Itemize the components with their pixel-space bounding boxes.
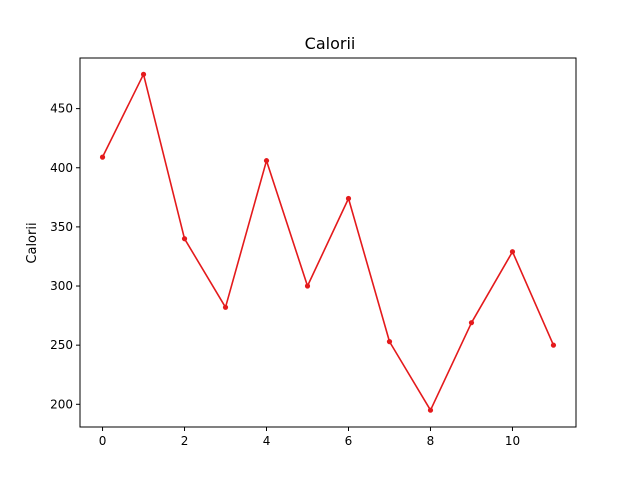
data-point <box>427 407 434 413</box>
x-tick-label: 8 <box>427 434 435 448</box>
data-point <box>99 154 106 160</box>
data-point <box>509 249 516 255</box>
y-tick-label: 200 <box>50 397 73 411</box>
x-tick-label: 6 <box>345 434 353 448</box>
y-tick-label: 350 <box>50 220 73 234</box>
data-point <box>181 236 188 242</box>
plot-frame <box>79 57 577 428</box>
series-line <box>101 73 555 412</box>
x-tick-label: 10 <box>505 434 520 448</box>
x-axis-ticks: 0 2 4 6 8 10 <box>99 427 520 448</box>
chart-title: Calorii <box>305 34 356 53</box>
x-tick-label: 0 <box>99 434 107 448</box>
data-point <box>304 283 311 289</box>
x-tick-label: 2 <box>181 434 189 448</box>
y-tick-label: 300 <box>50 279 73 293</box>
y-tick-label: 450 <box>50 102 73 116</box>
y-axis-label: Calorii <box>25 222 40 263</box>
data-point <box>386 339 393 345</box>
data-point <box>222 304 229 310</box>
series-layer <box>99 71 557 413</box>
y-tick-label: 400 <box>50 161 73 175</box>
x-tick-label: 4 <box>263 434 271 448</box>
y-axis-ticks: 200 250 300 350 400 450 <box>50 102 80 411</box>
data-point <box>468 320 475 326</box>
data-point <box>140 71 147 77</box>
data-point <box>345 195 352 202</box>
data-point <box>550 342 557 348</box>
y-tick-label: 250 <box>50 338 73 352</box>
data-point <box>263 158 270 164</box>
